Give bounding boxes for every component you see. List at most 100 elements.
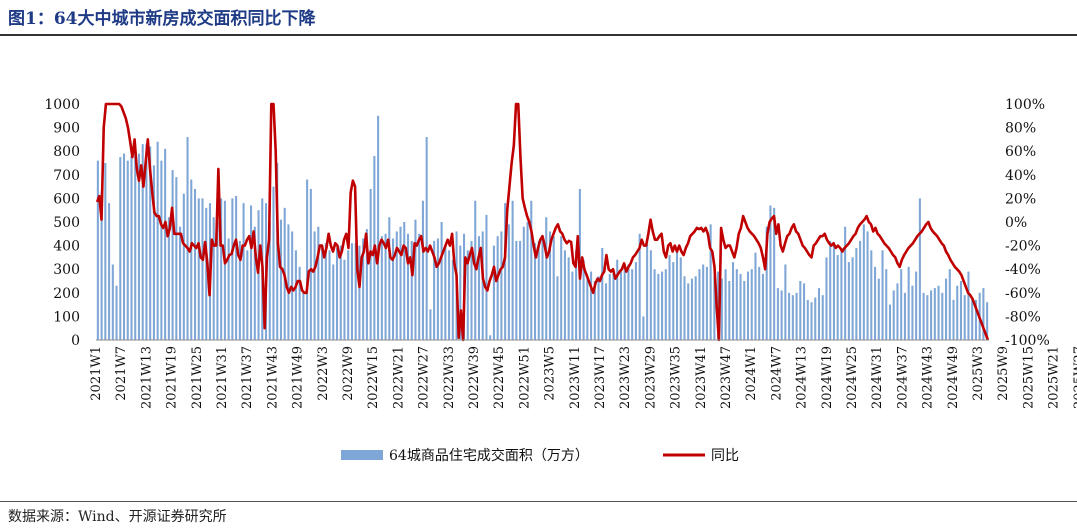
chart: 0 100 200 300 400 500 600 700 800 900 1000 -100% -8… xyxy=(44,97,1077,464)
bar xyxy=(653,269,656,340)
bar xyxy=(761,273,764,340)
bar xyxy=(377,115,380,340)
bar xyxy=(631,269,634,340)
line-series xyxy=(95,102,990,342)
x-tick-label: 2022W9 xyxy=(341,346,356,401)
bar xyxy=(481,231,484,340)
bar xyxy=(664,269,667,340)
bar xyxy=(963,295,966,340)
bar xyxy=(242,203,245,340)
bar xyxy=(915,271,918,340)
right-tick-label: 20% xyxy=(1005,191,1036,207)
bar xyxy=(186,137,189,340)
bar xyxy=(440,222,443,340)
x-tick-label: 2024W37 xyxy=(895,346,910,409)
bar xyxy=(470,240,473,340)
bar xyxy=(608,273,611,340)
bar xyxy=(675,247,679,340)
left-tick-label: 800 xyxy=(53,144,80,160)
bar xyxy=(746,271,750,340)
bar xyxy=(563,250,566,340)
left-tick-label: 600 xyxy=(53,191,80,207)
bar xyxy=(593,281,596,340)
bar xyxy=(597,276,600,340)
x-tick-label: 2025W9 xyxy=(996,346,1011,401)
bar xyxy=(436,238,439,340)
bar xyxy=(365,229,368,340)
bar xyxy=(141,144,144,340)
bar xyxy=(507,224,510,340)
bar xyxy=(291,231,294,340)
bar xyxy=(717,271,720,340)
bar xyxy=(713,276,716,340)
bar xyxy=(380,236,383,340)
bar xyxy=(986,302,989,340)
bar xyxy=(874,266,877,340)
bar xyxy=(459,245,462,340)
bar xyxy=(649,250,652,340)
bar xyxy=(212,217,215,340)
bar xyxy=(829,240,832,340)
x-tick-label: 2023W17 xyxy=(593,346,608,409)
bar xyxy=(519,240,522,340)
bar xyxy=(190,179,193,340)
bar xyxy=(941,292,944,340)
bar xyxy=(332,264,335,340)
x-tick-label: 2022W51 xyxy=(517,346,532,409)
bar xyxy=(152,165,155,340)
bar xyxy=(575,250,578,340)
bar xyxy=(948,269,951,340)
bar xyxy=(100,191,103,340)
x-tick-label: 2021W7 xyxy=(114,346,129,401)
bar xyxy=(410,240,413,340)
bar xyxy=(227,238,230,340)
x-tick-label: 2023W11 xyxy=(568,346,583,409)
bar xyxy=(287,224,290,340)
bar xyxy=(739,273,742,340)
bar xyxy=(847,262,850,340)
bar xyxy=(821,295,824,340)
bar xyxy=(220,198,223,340)
x-tick-label: 2022W3 xyxy=(316,346,331,401)
bar xyxy=(126,160,129,340)
bar xyxy=(302,292,305,340)
bar xyxy=(235,196,238,340)
bar xyxy=(851,257,854,340)
right-tick-label: 0% xyxy=(1005,215,1027,231)
x-tick-label: 2022W27 xyxy=(417,346,432,409)
bar xyxy=(817,288,821,340)
bar xyxy=(104,163,107,340)
bar xyxy=(358,245,361,340)
bar xyxy=(175,177,178,340)
x-tick-label: 2022W15 xyxy=(366,346,381,409)
bar xyxy=(477,236,481,340)
bar xyxy=(806,299,809,340)
bar xyxy=(661,271,664,340)
bar xyxy=(335,247,339,340)
x-tick-label: 2022W39 xyxy=(467,346,482,409)
bar xyxy=(399,226,402,340)
bar xyxy=(586,278,589,340)
bar xyxy=(690,278,693,340)
bar xyxy=(724,269,727,340)
legend: 64城商品住宅成交面积（万方） 同比 xyxy=(341,447,739,464)
bar xyxy=(642,316,645,340)
bar xyxy=(167,217,170,340)
bar xyxy=(918,198,921,340)
source-note: 数据来源：Wind、开源证券研究所 xyxy=(8,509,227,525)
bar xyxy=(96,160,99,340)
x-tick-label: 2021W19 xyxy=(165,346,180,409)
bar xyxy=(193,188,197,340)
x-axis: 2021W1 2021W7 2021W13 2021W19 2021W25 2021W31… xyxy=(89,339,1077,409)
bar xyxy=(840,247,843,340)
bar xyxy=(272,186,275,340)
right-tick-label: -40% xyxy=(1005,262,1041,278)
figure-title: 图1：64大中城市新房成交面积同比下降 xyxy=(8,9,316,29)
bar xyxy=(709,224,712,340)
bar xyxy=(537,240,540,340)
bar xyxy=(634,262,637,340)
bar xyxy=(317,226,320,340)
legend-bar-label: 64城商品住宅成交面积（万方） xyxy=(389,447,589,464)
bar xyxy=(844,226,847,340)
bar xyxy=(421,200,424,340)
